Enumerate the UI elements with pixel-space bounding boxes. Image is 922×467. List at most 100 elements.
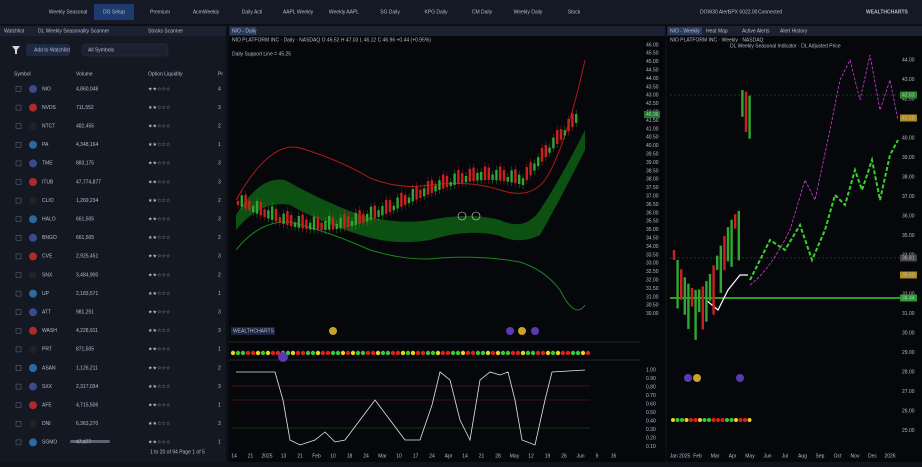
row-checkbox[interactable] [15,86,22,92]
x-label: 14 [462,453,468,459]
candle [404,194,407,205]
row-checkbox[interactable] [15,346,22,353]
add-button[interactable]: Add to Watchlist [34,47,71,53]
nav-tab[interactable]: AcmWeekly [193,9,220,15]
candle [377,210,380,217]
row-checkbox[interactable] [15,272,22,278]
event-icon[interactable] [329,327,337,335]
signal-dot [545,350,551,356]
active-right-tab[interactable] [668,27,702,35]
liquidity: ★★☆☆☆ [148,328,171,334]
filter-label[interactable]: All Symbols [88,47,115,53]
candle [506,176,509,182]
event-icon[interactable] [531,327,539,335]
x-label: 26 [561,453,567,459]
row-checkbox[interactable] [15,216,22,222]
nav-tab[interactable]: Daily Acti [242,9,263,15]
row-checkbox[interactable] [15,179,22,185]
row-checkbox[interactable] [15,439,22,446]
candle [259,201,262,216]
price-tick: 30.50 [646,303,659,309]
filter-select[interactable] [81,43,169,57]
symbol-logo [29,419,37,428]
pr: 1 [218,347,221,353]
price-badge [900,114,917,122]
row-checkbox[interactable] [15,160,22,167]
price-tick: 36.00 [902,213,915,219]
candle [320,222,323,230]
chart-tab[interactable]: NIO - Daily [232,28,257,34]
chart-tab[interactable]: NIO - Weekly [670,28,700,34]
nav-tab[interactable]: SG Daily [380,9,400,15]
signal-dot [415,350,421,356]
row-checkbox[interactable] [15,421,22,427]
event-icon[interactable] [684,374,692,382]
row-checkbox[interactable] [15,328,22,334]
row-checkbox[interactable] [15,197,22,204]
row-checkbox[interactable] [15,104,22,111]
nav-tab[interactable]: Weekly Seasonal [49,9,88,15]
event-icon[interactable] [506,327,514,335]
candle [407,197,411,204]
pr: 1 [218,142,221,148]
row-checkbox[interactable] [15,383,22,390]
row-checkbox[interactable] [15,235,22,241]
signal-dot [525,350,531,356]
nav-tab[interactable]: DG Setup [103,9,125,15]
panel-tab[interactable]: Stocks Scanner [148,28,183,34]
row-checkbox[interactable] [15,365,22,371]
event-icon[interactable] [518,327,526,335]
candle [282,213,285,224]
row-checkbox[interactable] [15,142,22,148]
event-icon[interactable] [693,374,701,382]
volume: 711,552 [76,105,94,111]
x-label: Jun [763,453,771,459]
nav-tab[interactable]: Stock [568,9,581,15]
panel-tab[interactable]: DL Weekly Seasonality Scanner [38,28,109,34]
price-tick: 38.00 [902,174,915,180]
symbol: BNGO [42,235,57,241]
chart-tab[interactable]: Active Alerts [742,28,770,34]
candle [521,178,525,186]
nav-tab[interactable]: Premium [150,9,170,15]
signal-dot [675,418,680,422]
active-chart-tab[interactable] [230,27,256,35]
x-label: Oct [834,453,842,459]
liquidity: ★★☆☆☆ [148,217,171,223]
row-checkbox[interactable] [15,290,22,297]
row-checkbox[interactable] [15,123,22,129]
price-tick: 29.00 [902,350,915,356]
row-checkbox[interactable] [15,402,22,408]
signal-dot [716,418,720,422]
account[interactable]: DOW30 Alert [700,9,730,15]
x-label: Jul [782,453,788,459]
weekly-candle [698,289,701,313]
symbol: HALO [42,217,56,223]
candle [343,213,346,228]
nav-tab[interactable]: Weekly Daily [514,9,543,15]
symbol: SGMO [42,440,57,446]
signal-dot [330,350,336,356]
weekly-candle [719,245,722,293]
x-label: 16 [611,453,617,459]
daily-chart [229,36,665,462]
nav-tab[interactable]: CM Daily [472,9,493,15]
row-checkbox[interactable] [15,253,22,260]
nav-tab[interactable]: AAPL Weekly [283,9,314,15]
x-label: 21 [479,453,485,459]
candle [392,205,395,211]
row-checkbox[interactable] [15,309,22,315]
event-icon[interactable] [736,374,744,382]
event-icon[interactable] [278,352,288,362]
nav-tab[interactable]: Weekly AAPL [329,9,359,15]
nav-tab[interactable]: KPG Daily [424,9,448,15]
panel-tab[interactable]: Watchlist [4,28,25,34]
chart-legend: NIO PLATFORM INC · Daily · NASDAQ O 46.5… [232,37,431,43]
price-tick: 40.00 [646,143,659,149]
candle [305,219,308,229]
filter-icon[interactable] [12,46,20,54]
chart-tab[interactable]: Heat Map [706,28,728,34]
chart-tab[interactable]: Alert History [780,28,808,34]
weekly-candle [672,250,676,260]
signal-dot [560,350,566,356]
